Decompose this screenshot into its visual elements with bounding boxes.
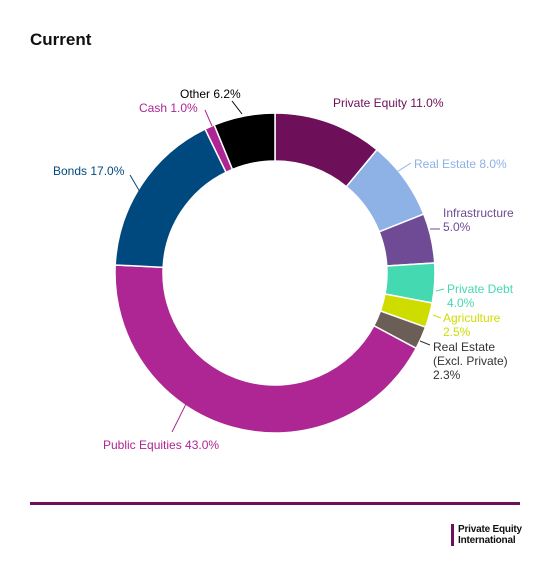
leader-line-cash [204, 109, 213, 127]
chart-title: Current [30, 30, 92, 49]
footer-divider [30, 502, 520, 505]
leader-line-bonds [129, 174, 141, 193]
label-agriculture: Agriculture 2.5% [443, 311, 501, 339]
leader-line-other [231, 100, 243, 115]
label-private-debt: Private Debt 4.0% [447, 282, 514, 310]
brand-logo: Private Equity International [451, 524, 522, 546]
leader-line-private-debt [435, 288, 445, 292]
leader-line-real-estate [394, 162, 412, 174]
label-public-equities: Public Equities 43.0% [103, 438, 219, 452]
label-private-equity: Private Equity 11.0% [333, 96, 444, 110]
slice-bonds [114, 128, 228, 269]
leader-line-real-estate-excl-private [419, 340, 431, 346]
slice-public-equities [114, 264, 418, 434]
brand-line-1: Private Equity [458, 524, 522, 535]
leader-line-public-equities [171, 399, 189, 433]
brand-bar [451, 524, 454, 546]
brand-line-2: International [458, 535, 516, 546]
slice-other [213, 112, 276, 171]
leader-line-agriculture [432, 314, 442, 319]
label-other: Other 6.2% [180, 87, 241, 101]
label-real-estate: Real Estate 8.0% [414, 157, 507, 171]
label-real-estate-excl-private: Real Estate (Excl. Private) 2.3% [433, 340, 508, 382]
label-infrastructure: Infrastructure 5.0% [443, 206, 514, 234]
label-cash: Cash 1.0% [139, 101, 198, 115]
donut-chart: Private Equity 11.0% Real Estate 8.0% Infr… [53, 87, 514, 452]
label-bonds: Bonds 17.0% [53, 164, 125, 178]
